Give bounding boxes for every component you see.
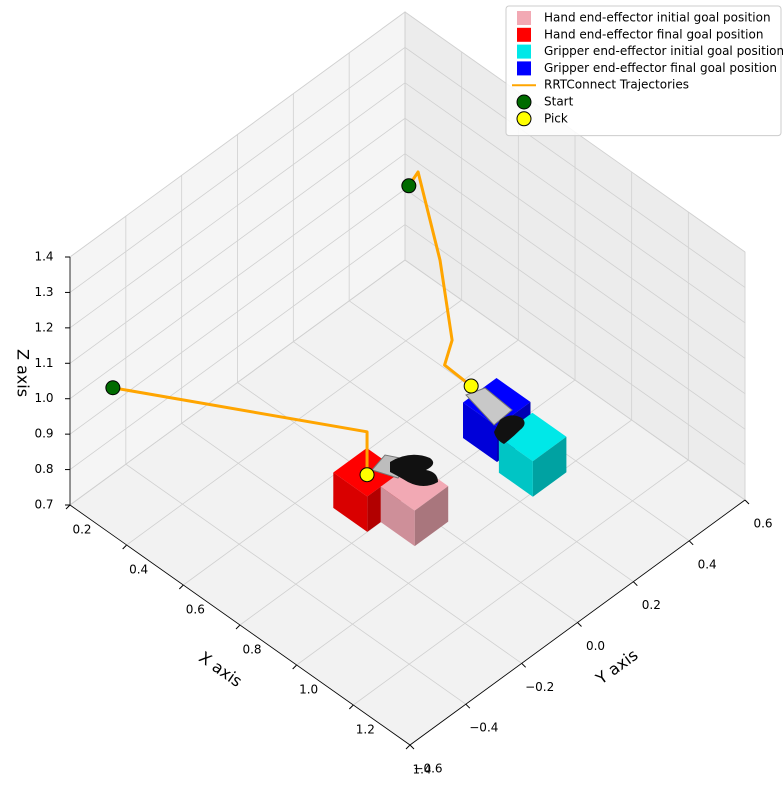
x-tick — [66, 505, 70, 509]
x-axis-label: X axis — [195, 648, 245, 691]
legend-swatch — [517, 61, 531, 75]
legend-label: RRTConnect Trajectories — [544, 78, 689, 92]
legend-label: Hand end-effector final goal position — [544, 27, 763, 41]
y-tick-label: −0.6 — [413, 762, 442, 776]
z-axis-label: Z axis — [14, 349, 33, 397]
x-tick-label: 1.2 — [356, 723, 375, 737]
chart: 0.2 0.4 0.6 0.8 1.0 1.2 1.4 −0.6 −0.4 −0.2 0.0 0.2 0… — [0, 0, 783, 790]
x-tick — [123, 545, 127, 549]
legend-label: Hand end-effector initial goal position — [544, 11, 771, 25]
legend-label: Gripper end-effector final goal position — [544, 61, 777, 75]
y-tick-label: 0.4 — [698, 557, 717, 571]
legend-swatch — [517, 112, 531, 126]
z-tick-label: 1.2 — [34, 320, 53, 334]
legend-label: Start — [544, 95, 574, 109]
z-tick-label: 0.8 — [34, 462, 53, 476]
y-tick — [633, 582, 637, 586]
x-tick-label: 0.4 — [129, 563, 148, 577]
y-tick-label: −0.4 — [469, 721, 498, 735]
point-marker — [464, 379, 478, 393]
y-tick — [410, 745, 414, 749]
legend-swatch — [517, 95, 531, 109]
y-tick-label: −0.2 — [525, 680, 554, 694]
y-tick — [745, 500, 749, 504]
y-tick-label: 0.2 — [642, 598, 661, 612]
x-tick-label: 0.2 — [72, 523, 91, 537]
point-marker — [360, 468, 374, 482]
z-tick-label: 1.1 — [34, 356, 53, 370]
legend-label: Gripper end-effector initial goal positi… — [544, 44, 783, 58]
z-tick-label: 1.0 — [34, 391, 53, 405]
y-tick-label: 0.6 — [753, 517, 772, 531]
z-tick-label: 0.7 — [34, 498, 53, 512]
point-marker — [402, 179, 416, 193]
legend: Hand end-effector initial goal position H… — [506, 6, 783, 136]
z-tick-label: 0.9 — [34, 427, 53, 441]
x-tick — [349, 705, 353, 709]
y-tick — [522, 663, 526, 667]
z-tick-label: 1.3 — [34, 285, 53, 299]
x-tick-label: 1.0 — [299, 683, 318, 697]
legend-swatch — [517, 11, 531, 25]
legend-label: Pick — [544, 111, 568, 125]
y-tick-label: 0.0 — [586, 639, 605, 653]
x-tick — [236, 625, 240, 629]
y-tick — [689, 541, 693, 545]
y-tick — [578, 623, 582, 627]
y-tick — [466, 704, 470, 708]
legend-swatch — [517, 28, 531, 42]
legend-swatch — [517, 45, 531, 59]
point-marker — [106, 381, 120, 395]
x-tick-label: 0.6 — [186, 603, 205, 617]
x-tick — [406, 745, 410, 749]
x-tick — [179, 585, 183, 589]
x-tick — [293, 665, 297, 669]
x-tick-label: 0.8 — [242, 643, 261, 657]
z-tick-label: 1.4 — [34, 250, 53, 264]
